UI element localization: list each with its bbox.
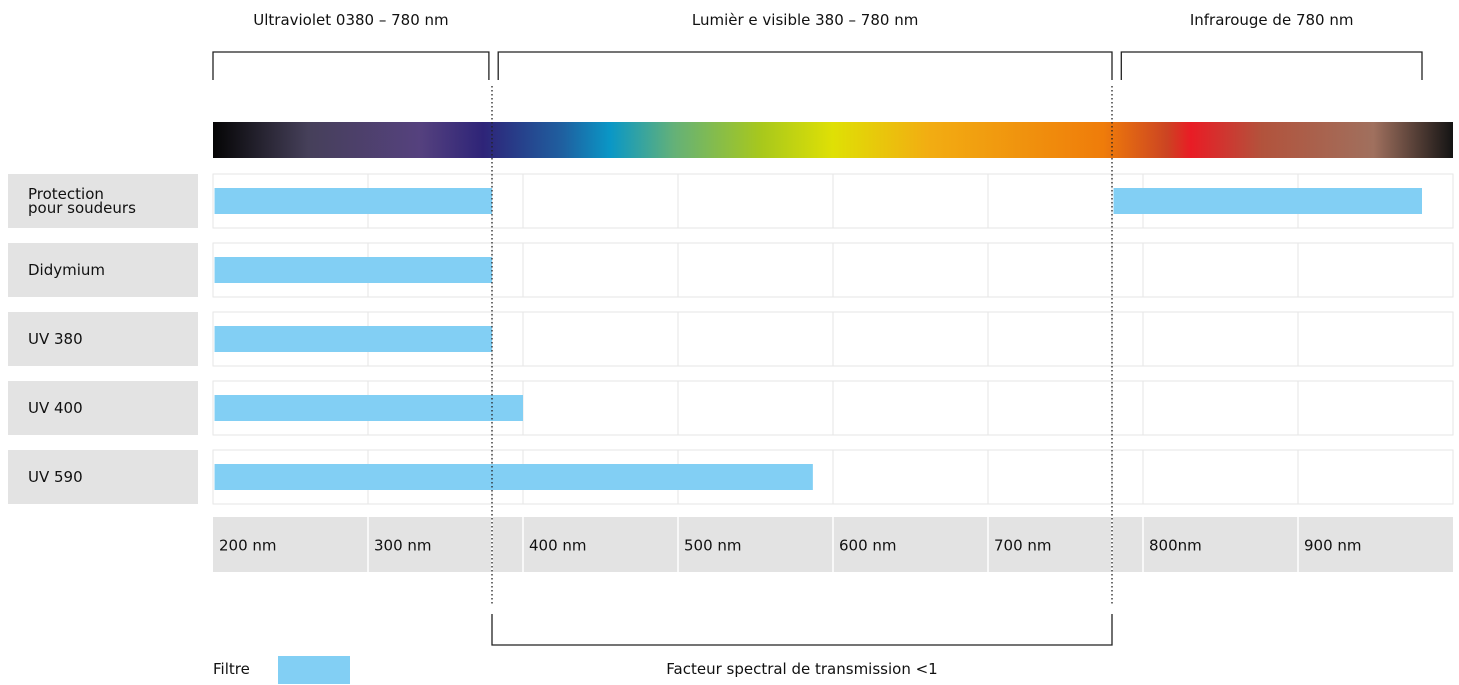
category-box [8, 312, 198, 366]
x-tick-label: 400 nm [529, 537, 587, 555]
category-label: UV 400 [28, 399, 83, 417]
region-label-visible: Lumièr e visible 380 – 780 nm [692, 11, 918, 29]
category-box [8, 450, 198, 504]
x-tick-label: 600 nm [839, 537, 897, 555]
filter-bar [214, 326, 493, 352]
category-label: pour soudeurs [28, 199, 136, 217]
transmission-range: Facteur spectral de transmission <1 [491, 614, 1113, 678]
region-bracket-ir [1120, 51, 1423, 80]
x-tick-label: 900 nm [1304, 537, 1362, 555]
category-label: UV 380 [28, 330, 83, 348]
transmission-label: Facteur spectral de transmission <1 [666, 660, 937, 678]
region-bracket-uv [212, 51, 490, 80]
spectrum-band [213, 122, 1453, 158]
category-label: UV 590 [28, 468, 83, 486]
category-label: Didymium [28, 261, 105, 279]
legend-label: Filtre [213, 660, 250, 678]
region-label-uv: Ultraviolet 0380 – 780 nm [253, 11, 448, 29]
category-box [8, 243, 198, 297]
row-2: UV 380 [8, 311, 1454, 367]
row-3: UV 400 [8, 380, 1454, 436]
legend-swatch [278, 656, 350, 684]
category-box [8, 174, 198, 228]
filter-bar [1113, 188, 1422, 214]
x-tick-label: 300 nm [374, 537, 432, 555]
category-label: Protection [28, 185, 104, 203]
region-labels: Ultraviolet 0380 – 780 nm Lumièr e visib… [253, 11, 1353, 29]
category-box [8, 381, 198, 435]
transmission-bracket [491, 614, 1113, 646]
filter-bar [214, 188, 493, 214]
x-axis-band: 200 nm 300 nm 400 nm 500 nm 600 nm 700 nm 800n… [213, 517, 1453, 572]
row-4: UV 590 [8, 449, 1454, 505]
filter-bar [214, 257, 493, 283]
filter-bar [214, 464, 813, 490]
x-tick-label: 800nm [1149, 537, 1202, 555]
region-label-ir: Infrarouge de 780 nm [1190, 11, 1354, 29]
region-bracket-visible [497, 51, 1113, 80]
legend: Filtre [213, 656, 350, 684]
x-tick-label: 200 nm [219, 537, 277, 555]
region-brackets [212, 51, 1423, 80]
row-1: Didymium [8, 242, 1454, 298]
x-tick-label: 500 nm [684, 537, 742, 555]
x-tick-label: 700 nm [994, 537, 1052, 555]
filter-bar [214, 395, 524, 421]
